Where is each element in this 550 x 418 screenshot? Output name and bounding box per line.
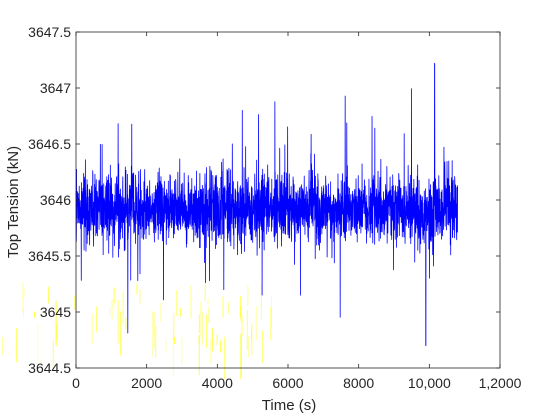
x-tick-label: 1,2000 bbox=[479, 375, 522, 391]
artifact-streak bbox=[22, 282, 24, 313]
artifact-streak bbox=[240, 333, 242, 380]
artifact-streak bbox=[241, 315, 243, 336]
artifact-streak bbox=[240, 296, 242, 318]
y-tick-label: 3646 bbox=[40, 192, 71, 208]
artifact-streak bbox=[228, 301, 229, 314]
artifact-streak bbox=[247, 285, 249, 306]
artifact-streak bbox=[125, 317, 127, 330]
series-layer bbox=[75, 62, 459, 347]
artifact-streak bbox=[153, 312, 155, 336]
y-tick-label: 3645.5 bbox=[28, 248, 71, 264]
x-tick-label: 4000 bbox=[202, 375, 233, 391]
artifact-streak bbox=[198, 314, 200, 334]
artifact-streak bbox=[172, 334, 174, 377]
artifact-streak bbox=[55, 300, 57, 347]
tick-labels: 0 2000 4000 6000 8000 10,000 1,2000 3644.5 3645 3… bbox=[28, 24, 521, 391]
artifact-streak bbox=[48, 286, 49, 304]
axes bbox=[75, 31, 501, 369]
series-line bbox=[75, 62, 459, 347]
artifact-streak bbox=[180, 307, 182, 317]
artifact-streak bbox=[160, 303, 162, 323]
artifact-streak bbox=[198, 335, 200, 375]
artifact-streak bbox=[136, 284, 138, 295]
artifact-streak bbox=[246, 309, 248, 350]
artifact-streak bbox=[224, 336, 226, 380]
artifact-streak bbox=[261, 330, 263, 363]
artifact-streak bbox=[96, 306, 97, 333]
artifact-streak bbox=[56, 325, 58, 343]
artifact-streak bbox=[16, 328, 18, 363]
artifact-streak bbox=[109, 307, 111, 316]
y-tick-label: 3647 bbox=[40, 80, 71, 96]
artifact-streak bbox=[165, 338, 167, 353]
artifact-streak bbox=[271, 295, 272, 327]
artifact-streak bbox=[260, 283, 262, 320]
artifact-streak bbox=[56, 322, 58, 339]
artifact-streak bbox=[204, 283, 206, 302]
y-tick-label: 3644.5 bbox=[28, 360, 71, 376]
artifact-streak bbox=[248, 336, 250, 358]
artifact-streak bbox=[197, 335, 199, 344]
artifact-streak bbox=[220, 340, 222, 353]
artifact-streak bbox=[117, 299, 119, 344]
artifact-streak bbox=[190, 285, 192, 319]
artifact-streak bbox=[153, 312, 155, 349]
artifact-streak bbox=[207, 298, 209, 305]
artifact-streak bbox=[240, 305, 242, 322]
x-tick-label: 0 bbox=[72, 375, 80, 391]
artifact-streak bbox=[73, 295, 75, 310]
artifact-streak bbox=[174, 337, 175, 345]
artifact-streak bbox=[91, 313, 93, 345]
y-axis-title: Top Tension (kN) bbox=[5, 146, 22, 258]
artifact-streak bbox=[181, 337, 183, 365]
artifact-streak bbox=[173, 313, 175, 340]
artifact-streak bbox=[211, 327, 213, 352]
x-tick-label: 6000 bbox=[272, 375, 303, 391]
x-tick-label: 10,000 bbox=[408, 375, 451, 391]
y-tick-label: 3646.5 bbox=[28, 136, 71, 152]
artifact-streak bbox=[251, 323, 253, 356]
artifact-streak bbox=[270, 307, 272, 341]
artifact-streak bbox=[34, 311, 35, 318]
artifact-streak bbox=[152, 310, 154, 357]
artifact-streak bbox=[202, 311, 204, 345]
artifact-streak bbox=[139, 289, 141, 304]
artifact-streak bbox=[37, 323, 39, 365]
y-tick-label: 3645 bbox=[40, 304, 71, 320]
yellow-background-artifact bbox=[2, 282, 272, 380]
artifact-streak bbox=[120, 311, 122, 356]
artifact-streak bbox=[122, 292, 124, 325]
artifact-streak bbox=[200, 302, 202, 338]
x-axis-title: Time (s) bbox=[262, 397, 316, 413]
artifact-streak bbox=[222, 296, 224, 318]
artifact-streak bbox=[113, 300, 115, 308]
artifact-streak bbox=[216, 334, 218, 346]
artifact-streak bbox=[52, 340, 54, 369]
artifact-streak bbox=[155, 325, 157, 358]
artifact-streak bbox=[210, 338, 212, 364]
y-tick-label: 3647.5 bbox=[28, 24, 71, 40]
artifact-streak bbox=[176, 290, 178, 316]
x-tick-label: 8000 bbox=[343, 375, 374, 391]
artifact-streak bbox=[208, 307, 210, 324]
artifact-streak bbox=[111, 299, 113, 320]
artifact-streak bbox=[205, 314, 207, 348]
artifact-streak bbox=[23, 288, 25, 298]
artifact-streak bbox=[255, 305, 257, 341]
artifact-streak bbox=[23, 306, 24, 319]
artifact-streak bbox=[113, 287, 115, 303]
x-tick-label: 2000 bbox=[131, 375, 162, 391]
artifact-streak bbox=[2, 337, 3, 355]
